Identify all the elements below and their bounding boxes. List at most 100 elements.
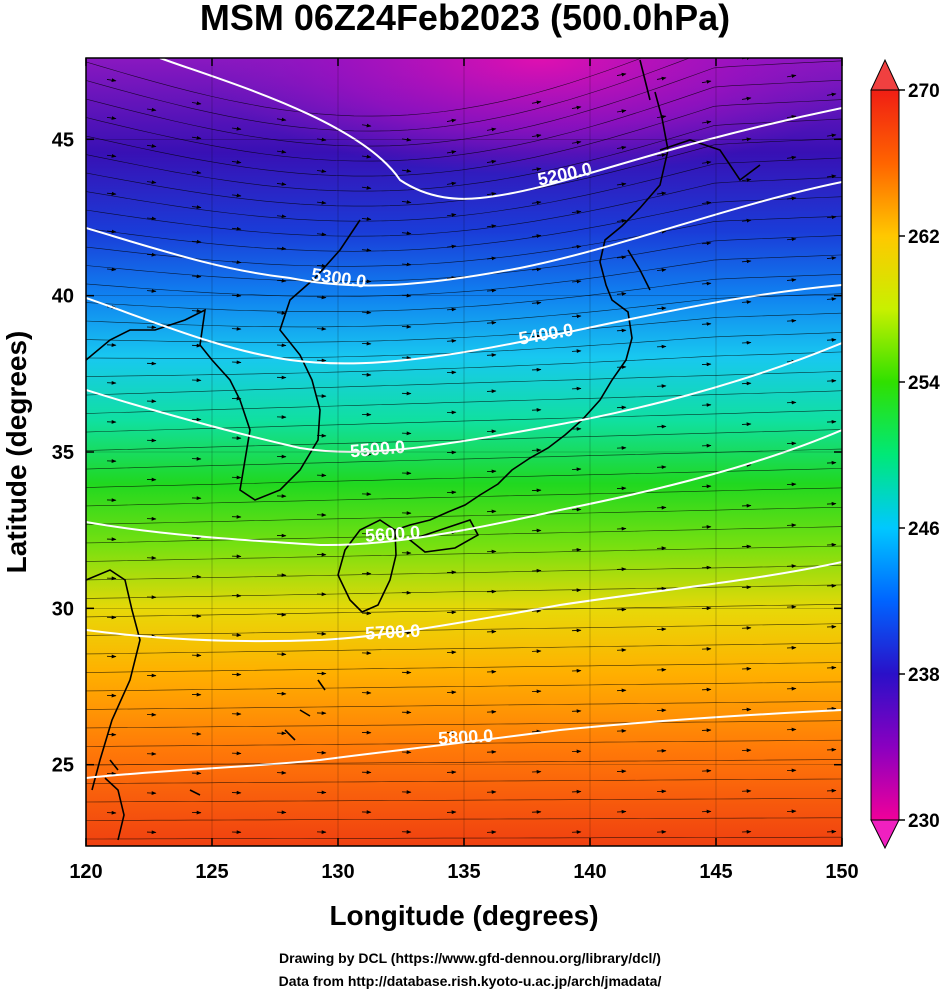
wind-arrow [656, 191, 667, 196]
wind-arrow [191, 309, 202, 313]
coast-china [86, 308, 207, 791]
wind-arrow [276, 117, 287, 122]
wind-arrow [571, 244, 582, 249]
contour-label-5500: 5500.0 [349, 437, 406, 462]
contour-line-5300 [86, 181, 842, 287]
credit-line-2: Data from http://database.rish.kyoto-u.a… [279, 973, 662, 989]
wind-arrow [361, 248, 372, 253]
wind-arrow [146, 144, 157, 148]
x-tick-label: 135 [447, 861, 480, 883]
wind-arrow [656, 153, 667, 158]
wind-arrow [786, 114, 797, 119]
streamline [86, 662, 842, 673]
wind-arrow [826, 133, 837, 138]
wind-arrow [616, 218, 627, 223]
streamline [66, 857, 858, 858]
wind-arrow [446, 339, 457, 343]
streamline [86, 798, 842, 803]
colorbar-tick-label: 262 [908, 227, 940, 248]
wind-arrow [191, 101, 202, 106]
y-axis-ticks: 25 30 35 40 45 [52, 129, 842, 777]
wind-arrow [741, 137, 752, 142]
wind-arrow [616, 145, 627, 150]
y-tick-label: 30 [52, 598, 74, 620]
wind-arrow [701, 160, 712, 165]
wind-arrow [146, 252, 157, 257]
colorbar-tick-label: 254 [908, 373, 940, 394]
wind-arrow [701, 281, 712, 286]
wind-arrow [446, 118, 457, 123]
wind-arrow [701, 201, 712, 205]
wind-arrow [106, 153, 117, 158]
wind-arrow [316, 169, 327, 174]
contour-label-5700: 5700.0 [365, 621, 421, 644]
colorbar: 270 262 254 246 238 230 [870, 58, 940, 850]
wind-arrow [531, 267, 542, 272]
wind-arrow [531, 100, 542, 105]
wind-arrow [361, 123, 372, 128]
wind-arrow [191, 135, 202, 140]
wind-arrow [106, 267, 117, 272]
streamline [86, 545, 842, 562]
streamline [86, 642, 842, 655]
colorbar-bottom-arrow [870, 819, 900, 850]
wind-arrow [231, 160, 242, 164]
wind-arrow [106, 229, 117, 234]
wind-arrow [316, 200, 327, 205]
wind-arrow [191, 239, 202, 244]
wind-arrow [826, 297, 837, 301]
wind-arrow [276, 278, 287, 283]
credit-line-1: Drawing by DCL (https://www.gfd-dennou.o… [279, 950, 661, 966]
colorbar-tick-label: 246 [908, 519, 940, 540]
figure-title: MSM 06Z24Feb2023 (500.0hPa) [200, 0, 730, 38]
wind-arrow [486, 192, 497, 196]
wind-arrow [231, 293, 242, 298]
wind-arrow [786, 196, 797, 201]
wind-arrow [531, 167, 542, 172]
wind-arrow [786, 237, 797, 242]
wind-arrow [531, 133, 542, 138]
wind-arrow [741, 259, 752, 264]
wind-arrow [787, 34, 796, 36]
streamline [86, 390, 842, 414]
wind-arrow [191, 205, 202, 209]
wind-arrow [231, 226, 242, 231]
wind-arrow [146, 216, 157, 221]
wind-arrow [616, 292, 627, 296]
wind-arrow [616, 328, 627, 333]
streamline [86, 177, 842, 237]
wind-arrow [701, 120, 712, 125]
map-plot: 5200.0 5300.0 5400.0 5500.0 5600.0 5700.… [66, 34, 858, 858]
wind-arrow [231, 326, 242, 331]
wind-arrow [401, 200, 412, 204]
wind-arrow [276, 246, 287, 251]
wind-arrow [531, 200, 542, 205]
contour-label-5600: 5600.0 [364, 522, 420, 546]
streamline [86, 409, 842, 433]
wind-arrow [486, 256, 497, 261]
wind-arrow [231, 126, 242, 131]
wind-arrow [276, 182, 287, 186]
streamline [86, 623, 842, 636]
wind-arrow [401, 262, 412, 267]
wind-arrow [401, 231, 412, 236]
streamline [86, 429, 842, 451]
wind-arrow [401, 168, 412, 173]
contour-line-5600 [86, 429, 842, 547]
streamline [86, 274, 842, 313]
y-tick-label: 25 [52, 755, 74, 777]
wind-arrow [486, 224, 497, 229]
wind-arrow [656, 268, 667, 272]
wind-arrow [276, 311, 287, 315]
wind-arrow [701, 241, 712, 246]
wind-arrow [826, 215, 837, 220]
wind-arrow [616, 255, 627, 260]
wind-arrow [401, 324, 412, 329]
streamline [86, 58, 643, 117]
streamline [86, 681, 842, 692]
wind-arrow [616, 182, 627, 187]
streamline [86, 99, 842, 177]
y-tick-label: 35 [52, 442, 74, 464]
wind-arrow [827, 53, 836, 55]
wind-arrow [401, 137, 412, 142]
